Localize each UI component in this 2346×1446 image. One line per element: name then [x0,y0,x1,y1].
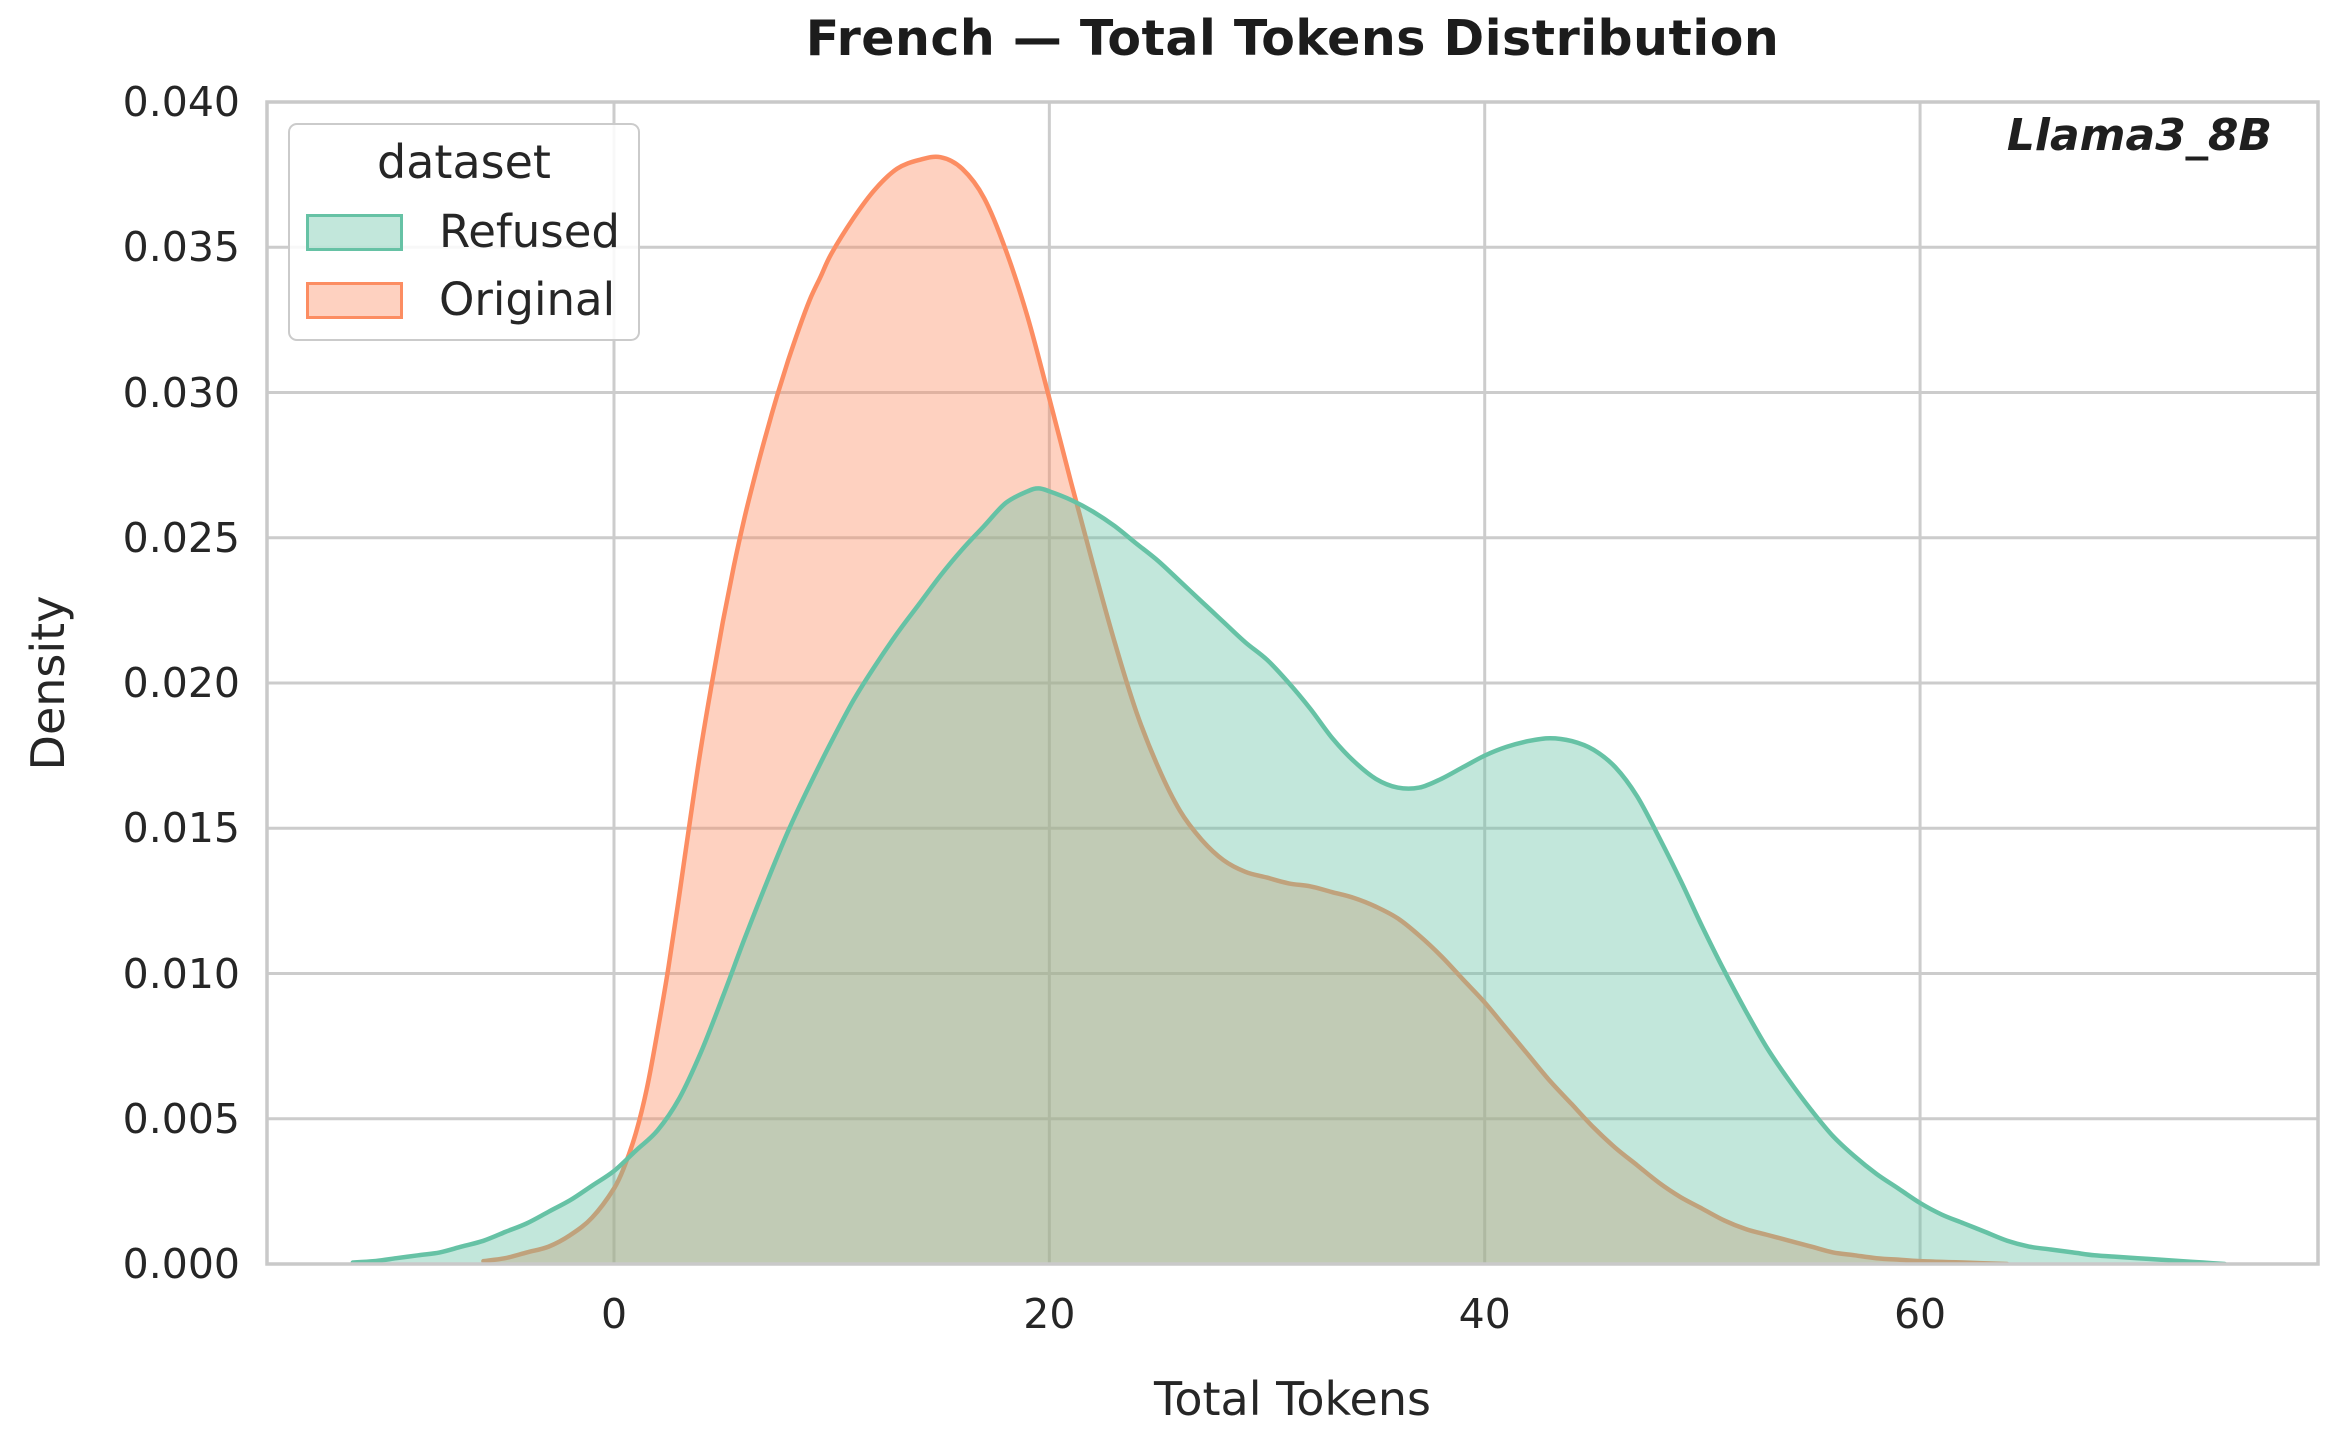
y-tick-label: 0.025 [122,513,240,562]
kde-line-refused [350,486,2228,1264]
y-tick-label: 0.040 [122,78,240,126]
kde-series [350,154,2228,1264]
x-tick-label: 40 [1458,1290,1511,1338]
legend-label: Refused [439,205,620,258]
kde-area-original [483,156,2008,1264]
kde-area-refused [352,488,2225,1264]
y-tick-label: 0.030 [122,368,240,417]
x-tick-label: 60 [1893,1290,1947,1338]
y-tick-label: 0.015 [122,804,240,853]
x-tick-label: 0 [600,1290,628,1338]
refused-swatch-icon [306,213,403,251]
legend-label: Original [439,273,616,326]
legend-entry-refused: Refused [306,205,620,258]
x-tick-label: 20 [1023,1290,1076,1338]
axes-spines [265,100,2320,1266]
page-title: French — Total Tokens Distribution [805,10,1780,67]
model-annotation: Llama3_8B [2006,110,2272,161]
y-tick-label: 0.035 [122,223,240,272]
y-tick-label: 0.000 [122,1240,240,1288]
x-axis-label: Total Tokens [1154,1372,1431,1426]
original-swatch-icon [306,281,403,319]
legend-title: dataset [377,135,551,189]
legend: dataset Refused Original [288,123,640,341]
kde-line-original [481,154,2010,1264]
legend-entry-original: Original [306,273,616,326]
y-tick-label: 0.005 [122,1094,240,1143]
y-tick-label: 0.010 [122,949,240,998]
y-tick-label: 0.020 [122,659,240,707]
y-axis-label: Density [21,595,75,771]
